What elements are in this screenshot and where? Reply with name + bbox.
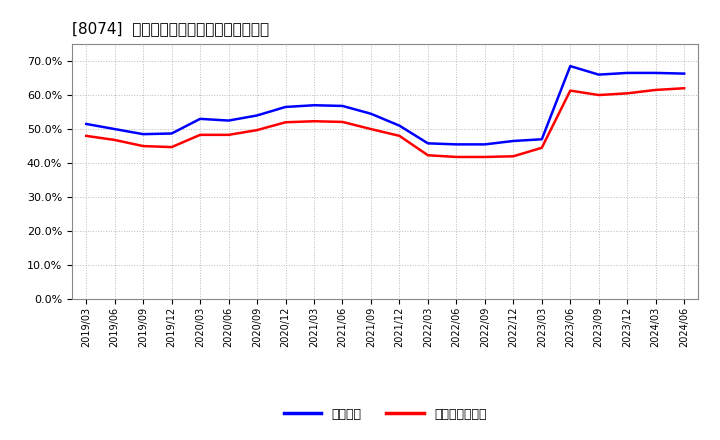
固定長期適合率: [623, 91, 631, 96]
固定比率: [480, 142, 489, 147]
固定比率: [680, 71, 688, 76]
固定長期適合率: [366, 126, 375, 132]
固定比率: [167, 131, 176, 136]
固定長期適合率: [537, 145, 546, 150]
固定長期適合率: [480, 154, 489, 160]
固定比率: [652, 70, 660, 76]
固定比率: [452, 142, 461, 147]
固定長期適合率: [452, 154, 461, 160]
Line: 固定長期適合率: 固定長期適合率: [86, 88, 684, 157]
固定長期適合率: [196, 132, 204, 137]
固定比率: [366, 111, 375, 117]
固定長期適合率: [423, 153, 432, 158]
固定比率: [537, 137, 546, 142]
固定長期適合率: [310, 119, 318, 124]
Line: 固定比率: 固定比率: [86, 66, 684, 144]
固定長期適合率: [652, 87, 660, 92]
固定比率: [282, 104, 290, 110]
固定比率: [253, 113, 261, 118]
固定比率: [509, 138, 518, 143]
固定比率: [595, 72, 603, 77]
固定長期適合率: [595, 92, 603, 98]
固定比率: [82, 121, 91, 127]
固定比率: [623, 70, 631, 76]
固定長期適合率: [566, 88, 575, 93]
固定長期適合率: [509, 154, 518, 159]
Legend: 固定比率, 固定長期適合率: 固定比率, 固定長期適合率: [279, 403, 492, 425]
固定長期適合率: [110, 137, 119, 143]
Text: [8074]  固定比率、固定長期適合率の推移: [8074] 固定比率、固定長期適合率の推移: [72, 21, 269, 36]
固定長期適合率: [82, 133, 91, 139]
固定長期適合率: [680, 86, 688, 91]
固定比率: [566, 63, 575, 69]
固定比率: [395, 123, 404, 128]
固定長期適合率: [395, 133, 404, 139]
固定比率: [338, 103, 347, 109]
固定比率: [225, 118, 233, 123]
固定比率: [110, 126, 119, 132]
固定長期適合率: [253, 128, 261, 133]
固定比率: [139, 132, 148, 137]
固定比率: [310, 103, 318, 108]
固定比率: [196, 116, 204, 121]
固定長期適合率: [282, 120, 290, 125]
固定長期適合率: [139, 143, 148, 149]
固定長期適合率: [225, 132, 233, 137]
固定比率: [423, 141, 432, 146]
固定長期適合率: [167, 144, 176, 150]
固定長期適合率: [338, 119, 347, 125]
